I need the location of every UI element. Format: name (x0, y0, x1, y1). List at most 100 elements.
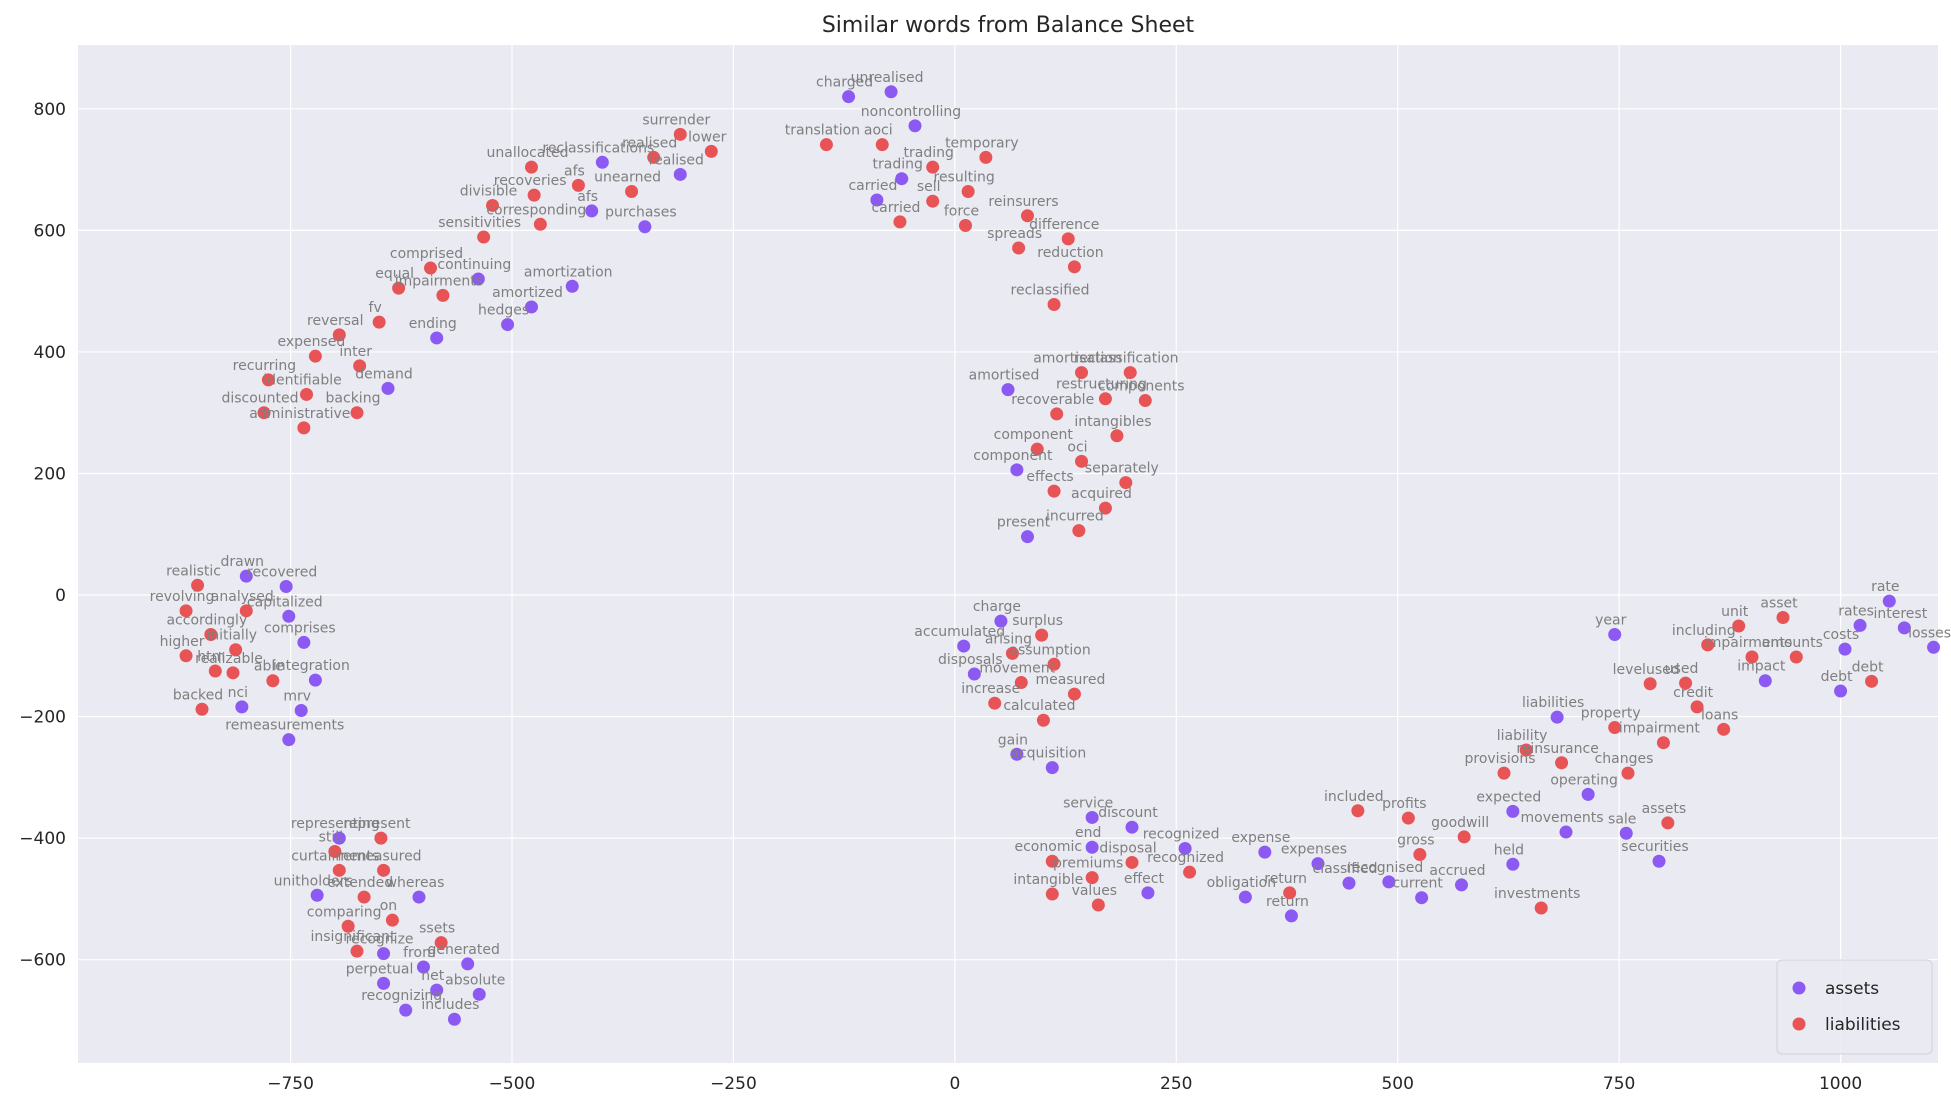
assets-point (282, 733, 296, 747)
assets-point (1010, 463, 1024, 477)
liabilities-point-label: remeasured (338, 848, 422, 864)
assets-point (1550, 710, 1564, 724)
liabilities-point-label: arising (985, 631, 1032, 647)
liabilities-point (1643, 677, 1657, 691)
liabilities-point (1497, 766, 1511, 780)
assets-point-label: classified (1313, 861, 1378, 877)
liabilities-point (297, 421, 311, 435)
assets-point-label: includes (421, 997, 479, 1013)
liabilities-point (1401, 811, 1415, 825)
assets-point-label: charged (816, 75, 873, 91)
liabilities-point-label: accordingly (166, 613, 247, 629)
assets-point-label: purchases (605, 205, 677, 221)
axis-ticks: −750 −500 −250 0 250 500 750 1000 −600 −400 −200 0 2… (19, 100, 1862, 1094)
liabilities-point (1098, 501, 1112, 515)
liabilities-point (486, 198, 500, 212)
assets-point (1085, 810, 1099, 824)
liabilities-point (1125, 855, 1139, 869)
liabilities-point (308, 349, 322, 363)
liabilities-point (1283, 886, 1297, 900)
liabilities-point (524, 160, 538, 174)
assets-point (377, 947, 391, 961)
liabilities-point (392, 281, 406, 295)
assets-point (1758, 674, 1772, 688)
liabilities-point-label: impairments (395, 273, 483, 289)
assets-point (1454, 878, 1468, 892)
assets-point (1559, 825, 1573, 839)
assets-point (884, 85, 898, 99)
assets-point (1001, 383, 1015, 397)
assets-point (501, 318, 515, 332)
assets-point-label: capitalized (247, 594, 323, 610)
liabilities-point (1608, 721, 1622, 735)
assets-point (472, 987, 486, 1001)
liabilities-point (434, 936, 448, 950)
liabilities-point (477, 230, 491, 244)
assets-point (282, 609, 296, 623)
assets-point (1834, 684, 1848, 698)
assets-point-label: interest (1873, 606, 1927, 622)
liabilities-point-label: provisions (1465, 751, 1536, 767)
liabilities-point-label: fv (369, 300, 382, 316)
assets-point-label: trading (873, 157, 923, 173)
assets-point-label: charge (973, 599, 1021, 615)
liabilities-point-label: htm (197, 649, 225, 665)
liabilities-point (1045, 887, 1059, 901)
plot-area (78, 45, 1938, 1063)
assets-point-label: integration (273, 658, 350, 674)
assets-point (908, 119, 922, 133)
assets-point-label: recognised (1346, 860, 1423, 876)
assets-point-label: disposals (938, 652, 1003, 668)
assets-point (585, 204, 599, 218)
y-tick-label: 400 (34, 343, 66, 363)
liabilities-point (350, 406, 364, 420)
liabilities-point-label: surrender (642, 112, 710, 128)
assets-point-label: costs (1823, 627, 1859, 643)
liabilities-point (332, 863, 346, 877)
assets-point-label: comprises (264, 620, 336, 636)
liabilities-point-label: reclassification (1074, 351, 1179, 367)
legend-marker-liabilities (1792, 1017, 1806, 1031)
liabilities-point (1061, 232, 1075, 246)
liabilities-point (261, 373, 275, 387)
liabilities-point-label: reinsurance (1516, 741, 1599, 757)
assets-point-label: current (1392, 876, 1443, 892)
assets-point (1311, 857, 1325, 871)
assets-point-label: gain (998, 732, 1028, 748)
assets-point-label: amortization (524, 264, 613, 280)
assets-point (895, 172, 909, 186)
liabilities-point-label: economic (1015, 839, 1083, 855)
liabilities-point (988, 696, 1002, 710)
liabilities-point (1047, 484, 1061, 498)
assets-point-label: rates (1838, 603, 1874, 619)
assets-point-label: recognize (346, 932, 414, 948)
assets-point-label: service (1063, 795, 1113, 811)
assets-point-label: mrv (283, 688, 311, 704)
liabilities-point-label: extended (327, 875, 393, 891)
assets-point-label: from (403, 945, 436, 961)
liabilities-point (704, 144, 718, 158)
assets-point-label: sale (1608, 811, 1636, 827)
assets-point-label: unrealised (851, 70, 924, 86)
assets-point-label: year (1595, 613, 1626, 629)
liabilities-point (1091, 898, 1105, 912)
assets-point-label: end (1075, 825, 1101, 841)
liabilities-point-label: realizable (195, 651, 263, 667)
liabilities-point-label: realised (622, 135, 677, 151)
liabilities-point (372, 315, 386, 329)
assets-point-label: reclassifications (542, 140, 654, 156)
liabilities-point-label: unit (1721, 604, 1749, 620)
assets-point (412, 890, 426, 904)
liabilities-point (1067, 260, 1081, 274)
liabilities-point (179, 649, 193, 663)
liabilities-point-label: comprised (390, 246, 463, 262)
liabilities-point-label: liability (1497, 728, 1548, 744)
liabilities-point-label: analysed (211, 589, 274, 605)
liabilities-point (1035, 628, 1049, 642)
liabilities-point-label: impairment (1619, 721, 1701, 737)
liabilities-point-label: including (1672, 623, 1736, 639)
liabilities-point (1656, 736, 1670, 750)
liabilities-point-label: carried (871, 200, 920, 216)
assets-point-label: return (1266, 894, 1309, 910)
